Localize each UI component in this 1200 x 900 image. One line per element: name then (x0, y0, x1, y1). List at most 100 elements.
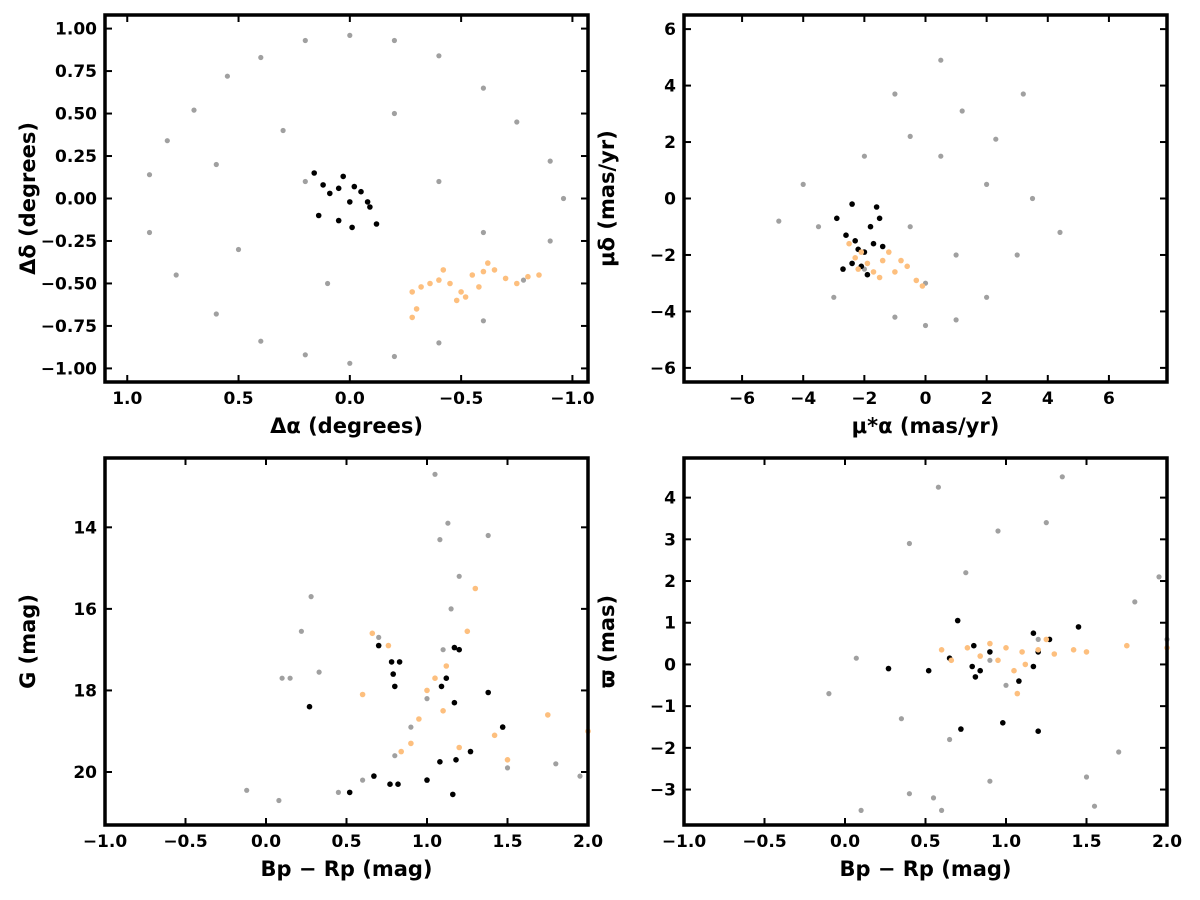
member-star-point (392, 683, 398, 690)
member-star-point (371, 773, 377, 779)
member-star-point (424, 687, 430, 694)
member-star-point (1030, 663, 1037, 670)
member-star-point (1000, 720, 1006, 726)
member-star-point (349, 224, 355, 231)
field-star-point (815, 224, 822, 230)
x-tick-label: −2 (851, 389, 877, 409)
x-tick-label: 1.0 (112, 389, 142, 409)
field-star-point (302, 37, 308, 44)
field-star-point (953, 317, 959, 323)
member-star-point (427, 280, 433, 287)
field-star-point (861, 153, 868, 159)
member-star-point (456, 744, 463, 751)
member-star-point (1083, 649, 1090, 655)
y-tick-label: 16 (73, 600, 97, 620)
field-star-point (244, 787, 250, 793)
field-star-point (1091, 803, 1098, 809)
x-tick-label: −1.0 (662, 832, 707, 852)
field-star-point (347, 32, 353, 39)
member-star-point (409, 314, 416, 321)
member-star-point (320, 182, 326, 188)
field-star-point (258, 54, 264, 61)
member-star-point (375, 642, 382, 649)
field-star-point (853, 655, 859, 661)
series-group-2 (359, 585, 591, 763)
field-star-point (898, 716, 905, 722)
field-star-point (424, 696, 430, 702)
field-star-point (173, 272, 179, 278)
field-star-point (776, 218, 782, 224)
field-star-point (984, 181, 990, 187)
member-star-point (1124, 642, 1130, 649)
axes-frame (103, 13, 590, 384)
x-tick-label: 0 (920, 389, 932, 409)
panel-color-parallax: −1.0 −0.5 0.0 0.5 1.0 1.5 2.0 −3 −2 −1 0 1 2 3 4 Bp − R… (595, 456, 1182, 881)
x-tick-label: −1.0 (83, 832, 128, 852)
member-star-point (852, 238, 858, 244)
y-tick-label: 20 (73, 763, 97, 783)
member-star-point (485, 260, 491, 266)
member-star-point (327, 190, 333, 197)
member-star-point (876, 215, 883, 222)
y-tick-label: 0 (664, 190, 676, 210)
field-star-point (325, 280, 331, 287)
field-star-point (279, 675, 285, 681)
field-star-point (213, 161, 219, 168)
member-star-point (1019, 649, 1025, 655)
x-tick-label: −0.5 (439, 389, 483, 409)
panel-color-magnitude: −1.0 −0.5 0.0 0.5 1.0 1.5 2.0 14 16 18 20 Bp − Rp (… (16, 456, 603, 881)
member-star-point (432, 675, 438, 681)
y-tick-label: 4 (664, 489, 676, 509)
y-tick-label: −3 (650, 781, 676, 801)
member-star-point (502, 275, 509, 282)
member-star-point (870, 269, 877, 275)
field-star-point (826, 691, 832, 697)
member-star-point (919, 283, 926, 289)
y-tick-label: −1.00 (41, 359, 97, 379)
field-star-point (953, 252, 959, 258)
field-star-point (316, 669, 322, 675)
y-tick-label: 3 (664, 530, 676, 550)
series-group-2 (938, 636, 1170, 697)
field-star-point (831, 294, 837, 300)
member-star-point (456, 646, 463, 653)
field-star-point (800, 181, 806, 187)
y-axis-label: G (mag) (16, 594, 40, 689)
member-star-point (852, 254, 858, 261)
x-tick-label: 0.0 (335, 389, 365, 409)
member-star-point (536, 272, 542, 278)
field-star-point (947, 736, 953, 743)
field-star-point (480, 229, 486, 236)
member-star-point (913, 277, 920, 284)
field-star-point (308, 594, 314, 600)
member-star-point (514, 280, 520, 287)
series-group-1 (885, 617, 1082, 734)
member-star-point (436, 277, 442, 283)
y-tick-label: 2 (664, 572, 676, 592)
member-star-point (1016, 678, 1022, 684)
member-star-point (972, 674, 979, 680)
member-star-point (440, 708, 446, 714)
x-tick-label: −0.5 (163, 832, 207, 852)
field-star-point (995, 528, 1001, 534)
field-star-point (391, 110, 397, 117)
member-star-point (879, 243, 886, 250)
field-star-point (392, 753, 398, 759)
member-star-point (867, 223, 874, 230)
member-star-point (849, 260, 855, 267)
member-star-point (904, 263, 910, 270)
member-star-point (964, 645, 971, 651)
x-tick-label: 4 (1042, 389, 1054, 409)
field-star-point (485, 532, 491, 539)
x-tick-label: 2.0 (1152, 832, 1182, 852)
member-star-point (855, 266, 861, 272)
axes-frame (103, 456, 590, 827)
field-star-point (440, 647, 446, 653)
member-star-point (387, 781, 393, 787)
y-tick-label: 18 (73, 681, 97, 701)
x-tick-label: 0.0 (830, 832, 860, 852)
x-axis-label: Bp − Rp (mag) (260, 857, 432, 881)
member-star-point (418, 284, 424, 290)
member-star-point (467, 748, 474, 755)
member-star-point (977, 667, 983, 674)
